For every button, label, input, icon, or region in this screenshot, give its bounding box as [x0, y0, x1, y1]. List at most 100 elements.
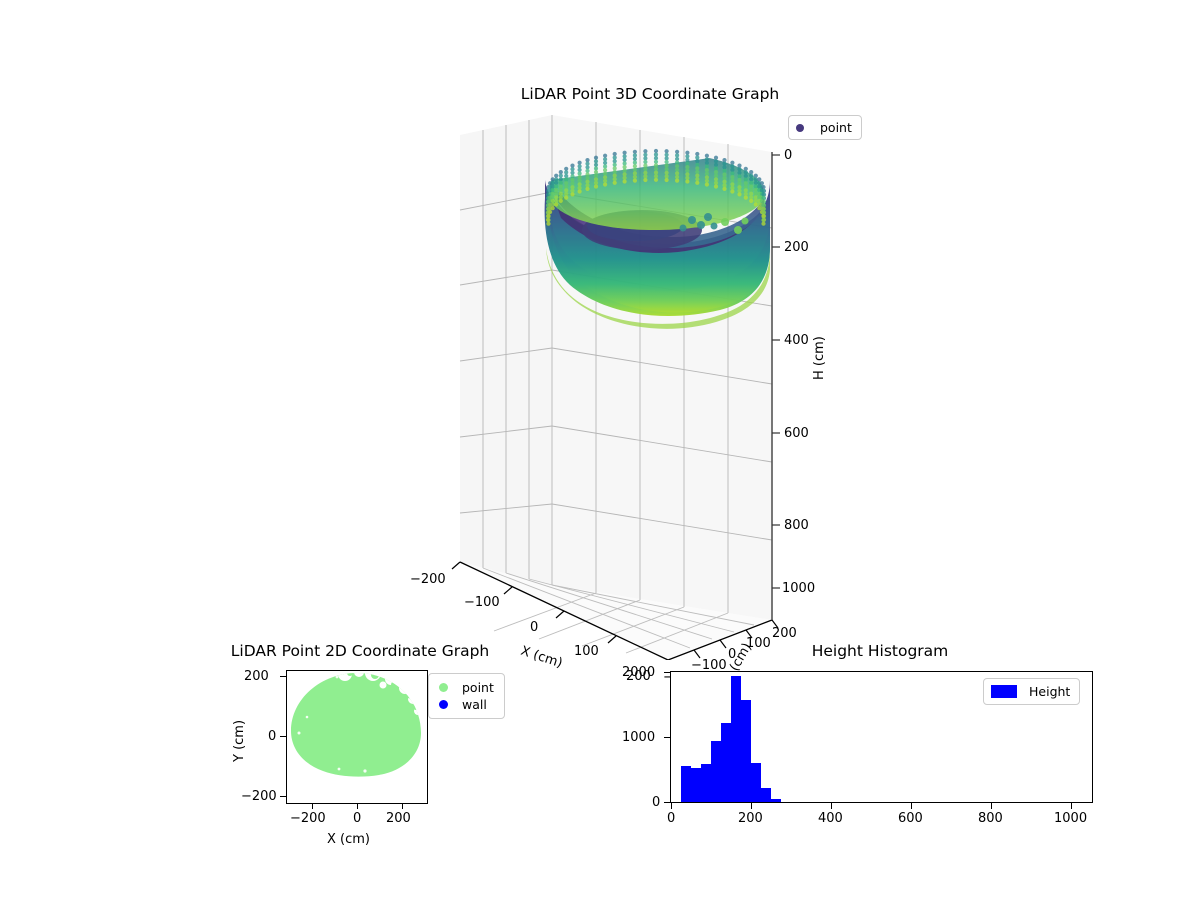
point-marker: [643, 167, 648, 172]
point-marker: [722, 183, 727, 188]
point-marker: [730, 167, 735, 172]
point-marker: [643, 149, 648, 154]
point-marker: [546, 213, 551, 218]
point-marker: [749, 180, 754, 185]
point-marker: [564, 170, 569, 175]
lidar-point-cloud: [544, 148, 770, 329]
point-marker: [550, 180, 555, 186]
point-marker: [749, 177, 754, 182]
point-marker: [695, 169, 700, 175]
z3d-tick-label: 600: [784, 426, 809, 441]
point-marker: [704, 182, 709, 187]
point-marker: [743, 181, 748, 186]
point-marker: [743, 191, 748, 197]
point-marker: [603, 171, 608, 176]
xhist-tick-mark: [911, 803, 913, 809]
point-marker: [554, 173, 559, 178]
histogram-bar: [691, 767, 702, 802]
point-marker: [761, 185, 766, 190]
point-marker: [704, 178, 709, 183]
x3d-tick-label: 0: [530, 620, 539, 635]
point-marker: [632, 178, 637, 183]
point-marker: [761, 192, 766, 197]
point-marker: [570, 181, 575, 186]
point-marker: [643, 174, 648, 179]
point-marker: [737, 188, 742, 193]
point-marker: [622, 175, 627, 180]
y2d-tick-label: −200: [241, 789, 277, 804]
point-marker: [585, 176, 590, 181]
point-marker: [695, 180, 700, 185]
z3d-axis-label: H (cm): [812, 336, 827, 380]
histogram-plot-area[interactable]: [670, 671, 1093, 803]
point-marker: [577, 164, 582, 169]
x3d-tick-label: −100: [464, 595, 500, 610]
point-marker: [570, 192, 575, 197]
point-marker: [675, 153, 680, 158]
lidar-2d-plot-area[interactable]: [286, 670, 428, 804]
point-marker: [550, 184, 555, 189]
point-marker: [730, 185, 735, 190]
point-marker: [554, 188, 559, 193]
point-marker: [713, 173, 719, 178]
point-marker: [704, 160, 709, 165]
y2d-tick-mark: [280, 796, 286, 798]
lidar-2d-scatter: [291, 673, 421, 777]
point-marker: [722, 176, 727, 181]
point-marker: [622, 150, 627, 155]
point-marker: [558, 188, 563, 193]
point-marker: [730, 171, 735, 176]
y2d-tick-label: 200: [244, 669, 269, 684]
x2d-axis-label: X (cm): [327, 832, 370, 847]
z3d-tick-label: 800: [784, 518, 809, 533]
point-marker: [757, 177, 762, 182]
lidar-3d-canvas: [451, 115, 780, 660]
histogram-bar: [751, 763, 762, 802]
point-marker: [622, 154, 627, 159]
point-marker: [643, 170, 648, 175]
point-marker: [753, 180, 758, 185]
point-marker: [554, 191, 559, 196]
point-marker: [695, 166, 700, 171]
point-marker: [713, 159, 719, 164]
lidar-2d-legend[interactable]: point wall: [428, 673, 505, 719]
point-marker: [622, 168, 627, 173]
point-marker: [554, 184, 559, 189]
point-marker: [585, 168, 590, 173]
point-marker: [653, 170, 659, 175]
point-marker: [550, 191, 555, 196]
legend-entry-point[interactable]: point: [435, 679, 494, 696]
height-histogram-legend[interactable]: Height: [983, 678, 1081, 705]
point-marker: [593, 177, 599, 182]
point-marker: [713, 180, 719, 185]
yhist-tick-mark: [664, 672, 670, 674]
point-marker: [713, 170, 719, 175]
point-marker: [593, 184, 599, 189]
point-marker: [603, 178, 608, 183]
point-marker: [653, 156, 659, 161]
z3d-tick-label: 1000: [782, 581, 816, 596]
point-marker: [622, 165, 627, 170]
point-marker: [558, 177, 563, 182]
point-marker: [730, 182, 735, 187]
lidar-3d-legend[interactable]: point: [788, 115, 862, 140]
point-marker: [704, 164, 709, 169]
point-marker: [564, 173, 569, 179]
point-marker: [585, 161, 590, 166]
point-marker: [593, 155, 599, 160]
legend-entry-wall[interactable]: wall: [435, 696, 494, 713]
point-marker: [704, 168, 709, 173]
point-marker: [675, 174, 680, 180]
point-marker: [643, 152, 648, 157]
point-marker: [564, 184, 569, 189]
point-marker: [695, 151, 700, 157]
histogram-bar: [771, 798, 782, 802]
point-marker: [577, 167, 582, 172]
point-marker: [749, 173, 754, 178]
point-marker: [704, 153, 709, 158]
point-marker: [612, 166, 617, 171]
point-marker: [585, 172, 590, 177]
point-marker: [743, 166, 748, 171]
point-marker: [695, 159, 700, 164]
point-marker: [664, 149, 669, 154]
